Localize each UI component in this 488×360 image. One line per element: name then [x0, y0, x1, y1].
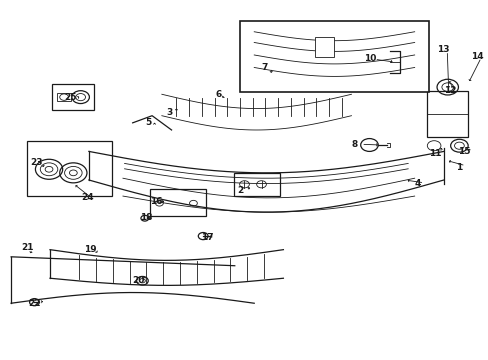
Bar: [239, 21, 428, 93]
Bar: [233, 173, 280, 196]
Text: 5: 5: [144, 118, 151, 127]
Text: 4: 4: [414, 179, 420, 188]
Text: 13: 13: [436, 45, 448, 54]
Text: 12: 12: [443, 86, 455, 95]
Text: 16: 16: [149, 197, 162, 206]
Bar: [149, 189, 205, 216]
Bar: [52, 84, 94, 111]
Text: 14: 14: [469, 52, 482, 61]
Text: 22: 22: [28, 299, 41, 308]
Text: 2: 2: [237, 186, 243, 195]
Bar: [314, 37, 334, 57]
Text: 11: 11: [428, 149, 441, 158]
Text: 6: 6: [215, 90, 221, 99]
Text: 3: 3: [166, 108, 173, 117]
Text: 1: 1: [455, 163, 461, 172]
Bar: [57, 93, 71, 102]
Text: 9: 9: [317, 50, 323, 59]
Text: 25: 25: [64, 93, 77, 102]
Text: 8: 8: [351, 140, 357, 149]
Text: 21: 21: [21, 243, 33, 252]
Bar: [426, 91, 467, 137]
Text: 19: 19: [84, 245, 97, 254]
Bar: [27, 141, 112, 196]
Text: 18: 18: [140, 213, 152, 222]
Text: 20: 20: [132, 275, 145, 284]
Text: 10: 10: [363, 54, 375, 63]
Text: 17: 17: [201, 233, 213, 242]
Text: 23: 23: [30, 158, 43, 167]
Text: 7: 7: [261, 63, 267, 72]
Text: 24: 24: [81, 193, 94, 202]
Text: 15: 15: [458, 147, 470, 156]
